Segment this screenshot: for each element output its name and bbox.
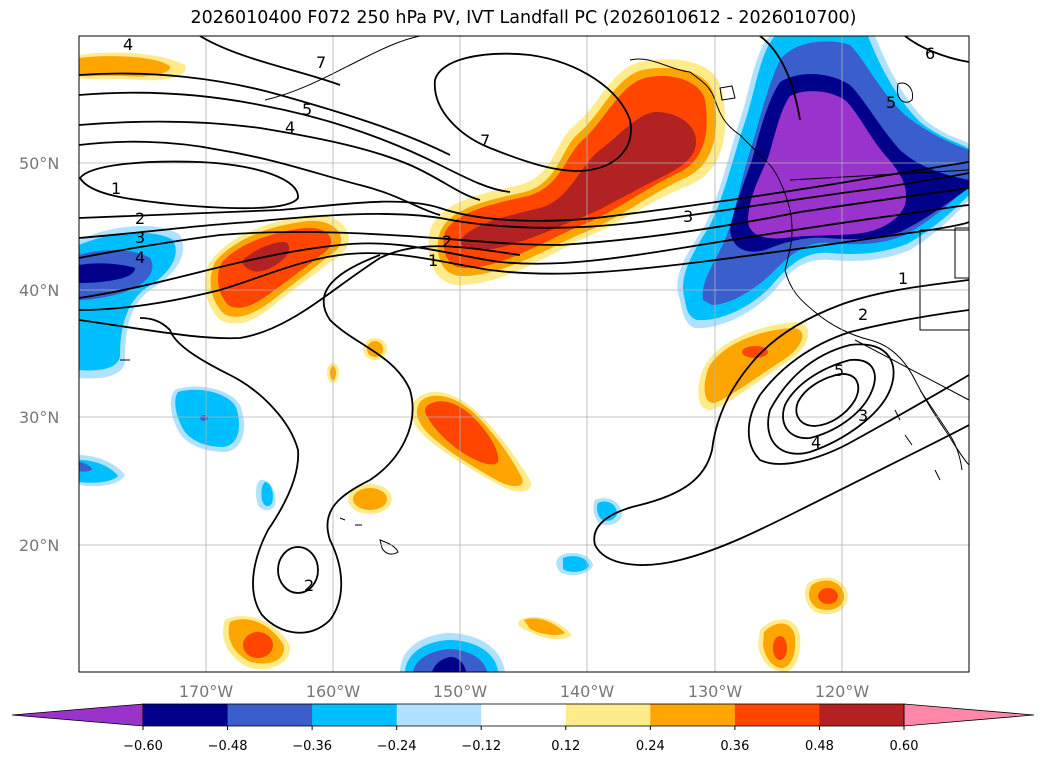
map-frame <box>78 35 970 673</box>
contour-labels: 4 7 5 4 7 1 2 3 4 2 1 3 6 5 1 2 5 4 3 2 <box>111 35 935 595</box>
colorbar-segment <box>734 704 820 726</box>
contour-label: 2 <box>304 576 314 595</box>
colorbar-segment <box>312 704 398 726</box>
contour-label: 2 <box>442 232 452 251</box>
contour-label: 4 <box>811 433 821 452</box>
contour-label: 2 <box>135 209 145 228</box>
lat-label: 40°N <box>19 281 59 300</box>
lon-label: 130°W <box>688 682 743 701</box>
lat-label: 20°N <box>19 536 59 555</box>
colorbar-tick-label: 0.36 <box>720 739 749 754</box>
colorbar-segment <box>565 704 651 726</box>
contour-label: 1 <box>111 179 121 198</box>
colorbar-segment <box>227 704 313 726</box>
contour-label: 4 <box>135 248 145 267</box>
colorbar-tick-label: 0.12 <box>551 739 580 754</box>
contour-label: 5 <box>886 93 896 112</box>
gridlines <box>79 36 969 672</box>
colorbar-segment <box>819 704 905 726</box>
colorbar-segment <box>396 704 482 726</box>
longitude-labels: 170°W 160°W 150°W 140°W 130°W 120°W <box>179 682 870 701</box>
map-area: 4 7 5 4 7 1 2 3 4 2 1 3 6 5 1 2 5 4 3 2 <box>79 35 969 672</box>
contour-label: 3 <box>858 406 868 425</box>
contour-label: 4 <box>285 118 295 137</box>
colorbar-extend-low <box>11 703 144 727</box>
colorbar-segment <box>650 704 736 726</box>
ivt-contours <box>79 36 969 634</box>
colorbar-tick-label: 0.60 <box>890 739 919 754</box>
latitude-labels: 50°N 40°N 30°N 20°N <box>19 154 59 555</box>
colorbar-tick-label: −0.60 <box>123 739 163 754</box>
contour-label: 3 <box>135 228 145 247</box>
lat-label: 50°N <box>19 154 59 173</box>
contour-label: 2 <box>858 305 868 324</box>
map-title: 2026010400 F072 250 hPa PV, IVT Landfall… <box>190 8 857 28</box>
contour-label: 7 <box>316 53 326 72</box>
colorbar-tick-label: 0.24 <box>636 739 665 754</box>
colorbar-extend-high <box>903 703 1035 727</box>
lon-label: 140°W <box>560 682 615 701</box>
lon-label: 170°W <box>179 682 234 701</box>
colorbar: −0.60 −0.48 −0.36 −0.24 −0.12 0.12 0.24 0.36 0.4… <box>11 703 1035 754</box>
contour-label: 5 <box>834 361 844 380</box>
colorbar-tick-label: −0.12 <box>461 739 501 754</box>
contour-label: 7 <box>480 131 490 150</box>
lon-label: 150°W <box>433 682 488 701</box>
colorbar-frame <box>142 703 905 727</box>
contour-label: 1 <box>428 251 438 270</box>
lat-label: 30°N <box>19 408 59 427</box>
contour-label: 6 <box>925 44 935 63</box>
colorbar-tick-label: 0.48 <box>805 739 834 754</box>
contour-label: 1 <box>898 269 908 288</box>
colorbar-segment <box>143 704 229 726</box>
colorbar-tick-label: −0.48 <box>208 739 248 754</box>
contour-label: 3 <box>683 207 693 226</box>
colorbar-tick-label: −0.24 <box>377 739 417 754</box>
contour-label: 5 <box>302 100 312 119</box>
colorbar-tick-label: −0.36 <box>292 739 332 754</box>
positive-anomaly-shading <box>79 52 848 672</box>
contour-label: 4 <box>123 35 133 54</box>
lon-label: 160°W <box>306 682 361 701</box>
coastlines <box>120 36 969 555</box>
lon-label: 120°W <box>815 682 870 701</box>
colorbar-segment <box>481 704 567 726</box>
